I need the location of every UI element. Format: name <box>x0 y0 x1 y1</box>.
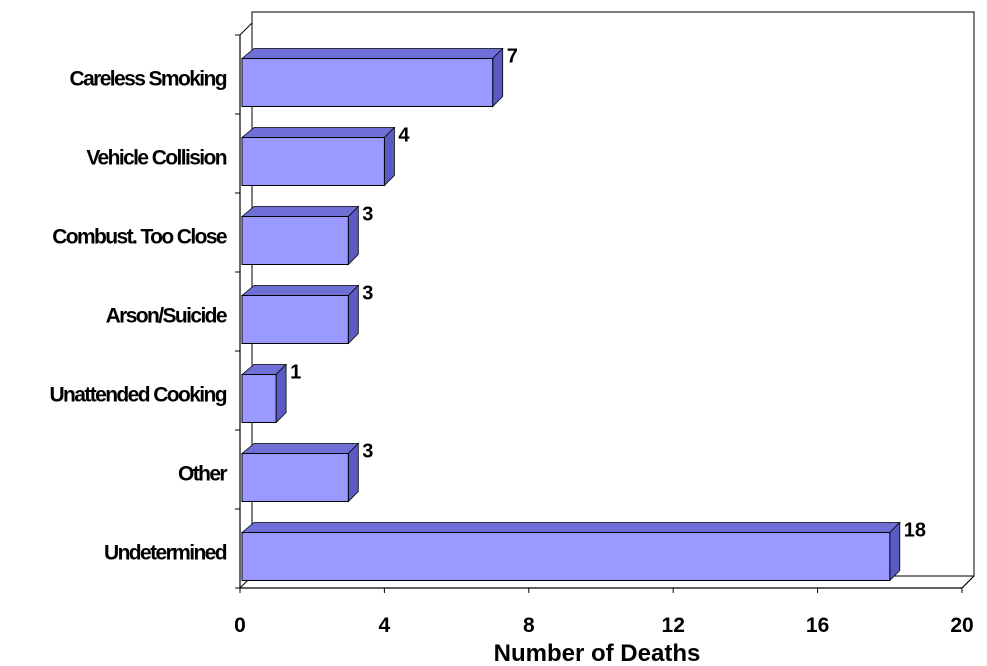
bar-side-face <box>275 363 287 424</box>
value-label: 7 <box>507 46 518 68</box>
x-tick-label: 16 <box>806 614 829 637</box>
wall-edge <box>239 22 253 36</box>
category-label: Careless Smoking <box>70 68 227 91</box>
value-label: 18 <box>904 520 926 542</box>
category-label: Arson/Suicide <box>106 305 227 328</box>
bar <box>240 47 504 108</box>
bars <box>240 47 901 582</box>
bar <box>240 205 360 266</box>
category-label: Combust. Too Close <box>52 226 227 249</box>
value-label: 3 <box>362 441 373 463</box>
bar-top-face <box>240 522 901 533</box>
value-label: 3 <box>362 204 373 226</box>
bar-side-face <box>347 284 359 345</box>
bar-top-face <box>240 285 360 296</box>
axis-lines <box>239 35 975 589</box>
bar-top-face <box>240 443 360 454</box>
bar <box>240 442 360 503</box>
bar-front-face <box>241 216 349 265</box>
bar-side-face <box>889 521 901 582</box>
x-tick-label: 12 <box>662 614 685 637</box>
bar <box>240 126 396 187</box>
bar-side-face <box>347 442 359 503</box>
bar-top-face <box>240 127 396 138</box>
bar-top-face <box>240 48 504 59</box>
bar-top-face <box>240 206 360 217</box>
bar-side-face <box>492 47 504 108</box>
bar <box>240 363 288 424</box>
x-tick-label: 0 <box>234 614 246 637</box>
x-tick-label: 20 <box>950 614 973 637</box>
bar-side-face <box>347 205 359 266</box>
bar-front-face <box>241 374 277 423</box>
x-axis-title: Number of Deaths <box>494 640 701 666</box>
bar-front-face <box>241 532 891 581</box>
bar-front-face <box>241 295 349 344</box>
category-label: Unattended Cooking <box>49 384 226 407</box>
bar <box>240 521 901 582</box>
bar-side-face <box>383 126 395 187</box>
value-label: 4 <box>398 125 410 147</box>
category-label: Vehicle Collision <box>86 147 226 170</box>
bar-front-face <box>241 453 349 502</box>
x-tick-label: 4 <box>379 614 391 637</box>
bar-front-face <box>241 58 494 107</box>
bar-front-face <box>241 137 385 186</box>
x-tick-label: 8 <box>523 614 535 637</box>
bar <box>240 284 360 345</box>
value-label: 1 <box>290 362 301 384</box>
category-label: Other <box>178 463 227 486</box>
category-labels: Careless Smoking Vehicle Collision Combust… <box>49 68 229 565</box>
x-axis-ticks: 0 4 8 12 16 20 <box>234 34 974 637</box>
value-label: 3 <box>362 283 373 305</box>
value-labels: 7 4 3 3 1 3 18 <box>290 46 926 542</box>
category-label: Undetermined <box>104 542 227 565</box>
